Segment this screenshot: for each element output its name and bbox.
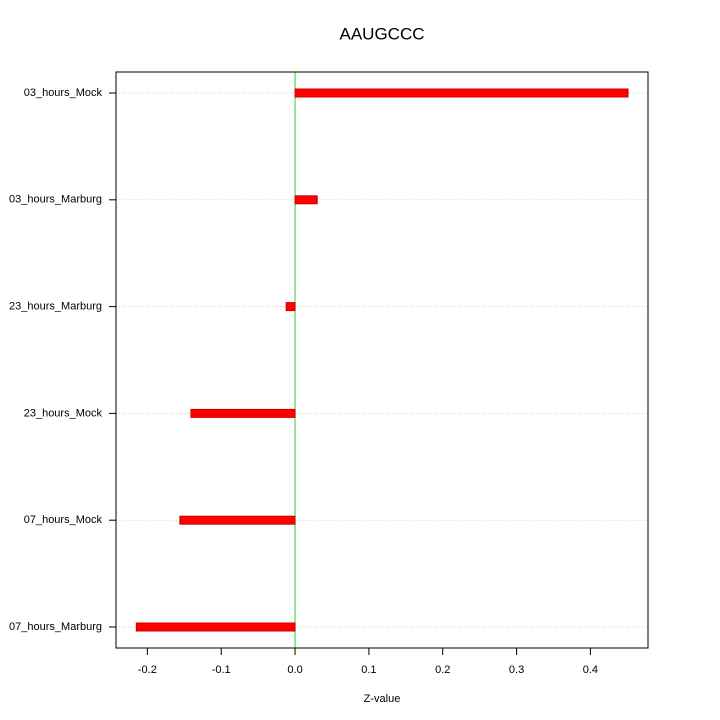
x-tick-label: 0.1 bbox=[361, 664, 376, 676]
x-tick-label: 0.4 bbox=[583, 664, 598, 676]
x-tick-label: 0.0 bbox=[287, 664, 302, 676]
x-tick-label: -0.1 bbox=[212, 664, 231, 676]
x-tick-label: 0.3 bbox=[509, 664, 524, 676]
bar bbox=[179, 515, 296, 525]
y-tick-label: 07_hours_Mock bbox=[24, 514, 103, 526]
x-axis-label: Z-value bbox=[364, 693, 401, 705]
plot-frame bbox=[115, 71, 649, 649]
bar bbox=[135, 622, 296, 632]
y-tick-label: 03_hours_Marburg bbox=[9, 194, 102, 206]
x-tick-label: -0.2 bbox=[138, 664, 157, 676]
y-tick-label: 23_hours_Marburg bbox=[9, 301, 102, 313]
y-tick-label: 07_hours_Marburg bbox=[9, 621, 102, 633]
y-tick-label: 03_hours_Mock bbox=[24, 87, 103, 99]
bar bbox=[285, 302, 296, 312]
bar bbox=[294, 88, 629, 98]
chart-title: AAUGCCC bbox=[339, 24, 424, 43]
bar bbox=[190, 408, 296, 418]
x-tick-label: 0.2 bbox=[435, 664, 450, 676]
y-tick-label: 23_hours_Mock bbox=[24, 407, 103, 419]
bar bbox=[294, 195, 318, 205]
